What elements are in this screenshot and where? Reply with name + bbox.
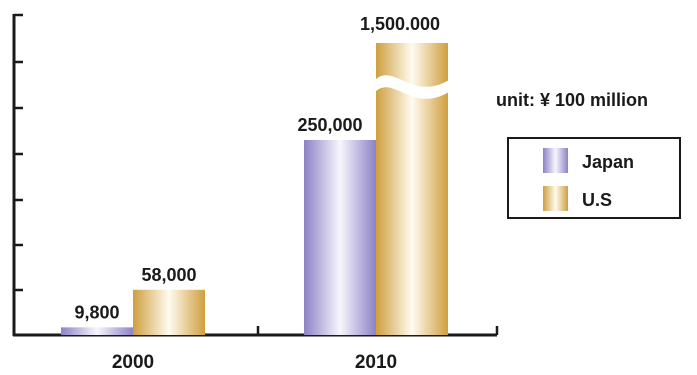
bar-japan-2000 <box>61 327 133 335</box>
bar-us-2000 <box>133 289 205 335</box>
legend: Japan U.S <box>507 137 681 219</box>
value-label-japan-2000: 9,800 <box>74 302 119 322</box>
bar-japan-2010 <box>304 140 376 335</box>
legend-box <box>507 137 681 219</box>
bars <box>61 43 449 335</box>
x-tick-labels: 2000 2010 <box>112 352 397 373</box>
value-label-japan-2010: 250,000 <box>297 115 362 135</box>
value-labels: 9,800 250,000 58,000 1,500.000 <box>74 14 440 322</box>
legend-swatch-japan <box>543 148 568 173</box>
x-tick-label-2000: 2000 <box>112 352 154 373</box>
axis-break-mark <box>375 75 449 99</box>
legend-swatch-us <box>543 186 568 211</box>
value-label-us-2010: 1,500.000 <box>360 14 440 34</box>
x-tick-label-2010: 2010 <box>355 352 397 373</box>
legend-label-japan: Japan <box>582 152 634 172</box>
value-label-us-2000: 58,000 <box>141 265 196 285</box>
legend-label-us: U.S <box>582 190 612 210</box>
unit-label: unit: ¥ 100 million <box>496 90 648 110</box>
